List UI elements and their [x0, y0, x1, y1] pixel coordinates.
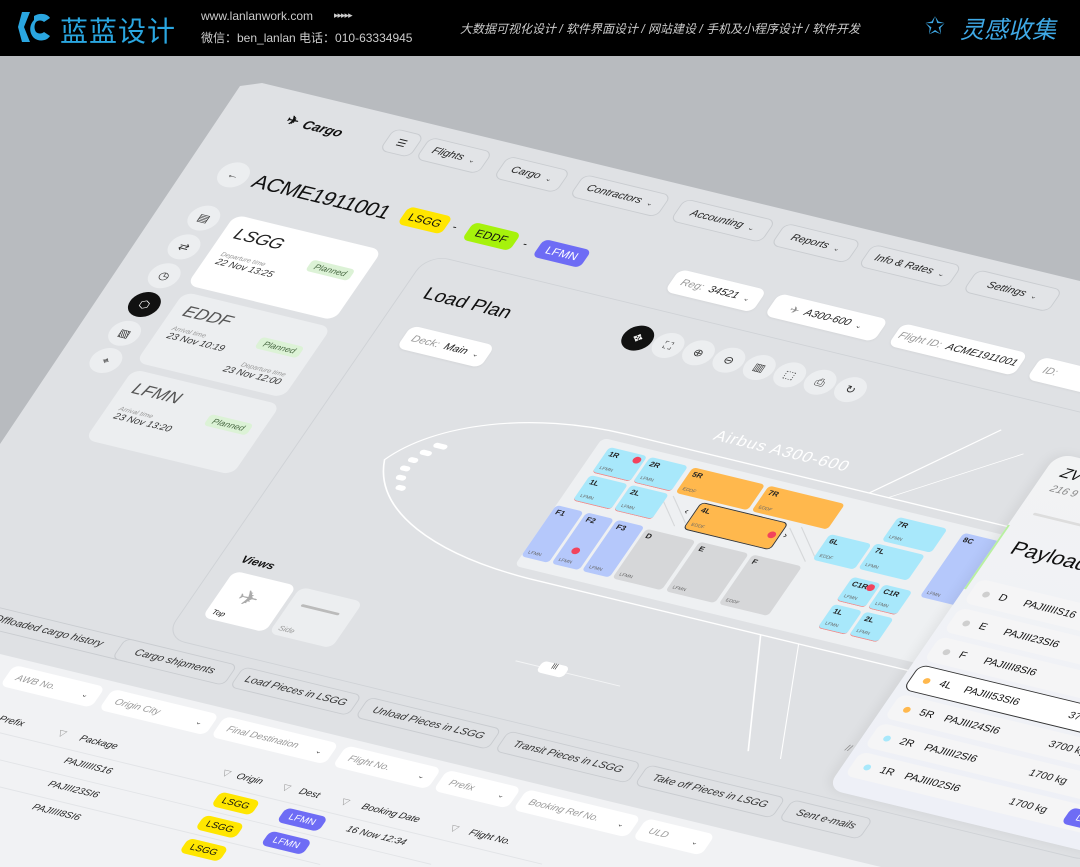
position-dest: LFMN — [556, 557, 574, 566]
position-dest: LFMN — [638, 475, 655, 484]
chevron-down-icon: ⌄ — [416, 771, 428, 781]
position-dest: LFMN — [873, 601, 890, 610]
filter-placeholder: Prefix — [446, 778, 477, 793]
chevron-down-icon: ⌄ — [689, 837, 702, 847]
position-dest: LFMN — [842, 593, 859, 602]
chevron-down-icon: ⌄ — [79, 689, 92, 699]
watermark-banner: 蓝蓝设计 www.lanlanwork.com ▸▸▸▸▸ 微信：ben_lan… — [0, 0, 1080, 56]
position-dest: LFMN — [587, 564, 604, 573]
chevron-down-icon: ⌄ — [313, 746, 325, 756]
website-url[interactable]: www.lanlanwork.com — [201, 9, 314, 23]
star-icon: ✩ — [925, 13, 946, 40]
chevron-down-icon: ⌄ — [615, 819, 627, 829]
position-dest: EDDF — [817, 553, 835, 562]
brand-name: 蓝蓝设计 — [60, 15, 177, 48]
payload-header: ZV — [1056, 466, 1080, 485]
position-label: 2L — [862, 614, 877, 625]
filter-placeholder: Flight No. — [345, 753, 393, 773]
cockpit-windows — [395, 442, 448, 491]
position-dest: LFMN — [617, 572, 634, 580]
position-dest: LFMN — [887, 534, 904, 543]
status-dot — [921, 677, 933, 685]
position-dest: EDDF — [756, 504, 774, 513]
chevron-down-icon: ⌄ — [495, 790, 508, 800]
airplane-side-icon — [300, 603, 340, 616]
cargo-app: ✈ Cargo ☰ Flights ⌄ Cargo ⌄ Contractors ⌄ A… — [0, 80, 1080, 865]
services-list: 大数据可视化设计 / 软件界面设计 / 网站建设 / 手机及小程序设计 / 软件… — [460, 22, 861, 36]
payload-weight: 1700 kg — [1006, 796, 1051, 816]
wing-lower-edge — [779, 643, 800, 760]
filter-placeholder: ULD — [646, 826, 672, 840]
payload-weight: 1700 kg — [1026, 767, 1070, 787]
status-dot — [862, 763, 873, 771]
lanlan-logo-icon — [18, 12, 50, 42]
alert-icon — [569, 546, 582, 555]
position-dest: EDDF — [689, 522, 706, 531]
payload-title: Payload — [1005, 536, 1080, 576]
status-dot — [941, 648, 952, 656]
position-label: F1 — [553, 508, 568, 518]
view-label: Top — [210, 608, 228, 619]
filter-placeholder: AWB No. — [13, 673, 59, 692]
payload-sub: 216 9 — [1047, 483, 1080, 500]
position-dest: EDDF — [724, 597, 741, 606]
status-dot — [961, 619, 972, 627]
arrows-decoration: ▸▸▸▸▸ — [334, 10, 353, 20]
status-dot — [901, 705, 913, 714]
position-dest: LFMN — [578, 493, 595, 502]
position-dest: LFMN — [670, 584, 688, 593]
contact-info: 微信：ben_lanlan 电话：010-63334945 — [201, 31, 413, 45]
alert-icon — [765, 530, 778, 539]
position-dest: LFMN — [823, 620, 840, 629]
mockup-stage: ✈ Cargo ☰ Flights ⌄ Cargo ⌄ Contractors ⌄ A… — [0, 56, 1080, 867]
airplane-top-icon: ✈ — [231, 585, 265, 612]
chevron-down-icon: ⌄ — [193, 717, 206, 727]
position-dest: LFMN — [863, 562, 880, 571]
position-label: C1R — [881, 587, 902, 599]
position-label: 1L — [831, 607, 845, 617]
position-dest: EDDF — [680, 486, 698, 495]
position-dest: LFMN — [925, 590, 942, 599]
outside-background — [0, 56, 1080, 444]
view-label: Side — [276, 624, 297, 636]
wing-lower — [747, 634, 762, 752]
position-dest: LFMN — [526, 549, 543, 558]
divider — [1032, 512, 1080, 534]
collect-label: 灵感收集 — [960, 17, 1056, 44]
fuselage-outline — [382, 422, 1046, 681]
position-dest: LFMN — [619, 503, 636, 512]
wing-upper — [868, 429, 1002, 494]
position-dest: LFMN — [854, 628, 871, 637]
position-dest: LFMN — [597, 465, 615, 474]
status-dot — [882, 734, 893, 742]
filter-placeholder: Origin City — [112, 697, 163, 717]
wing-upper-edge — [888, 453, 1024, 499]
position-label: F2 — [583, 515, 598, 526]
status-dot — [981, 590, 992, 598]
position-label: F3 — [614, 523, 629, 533]
